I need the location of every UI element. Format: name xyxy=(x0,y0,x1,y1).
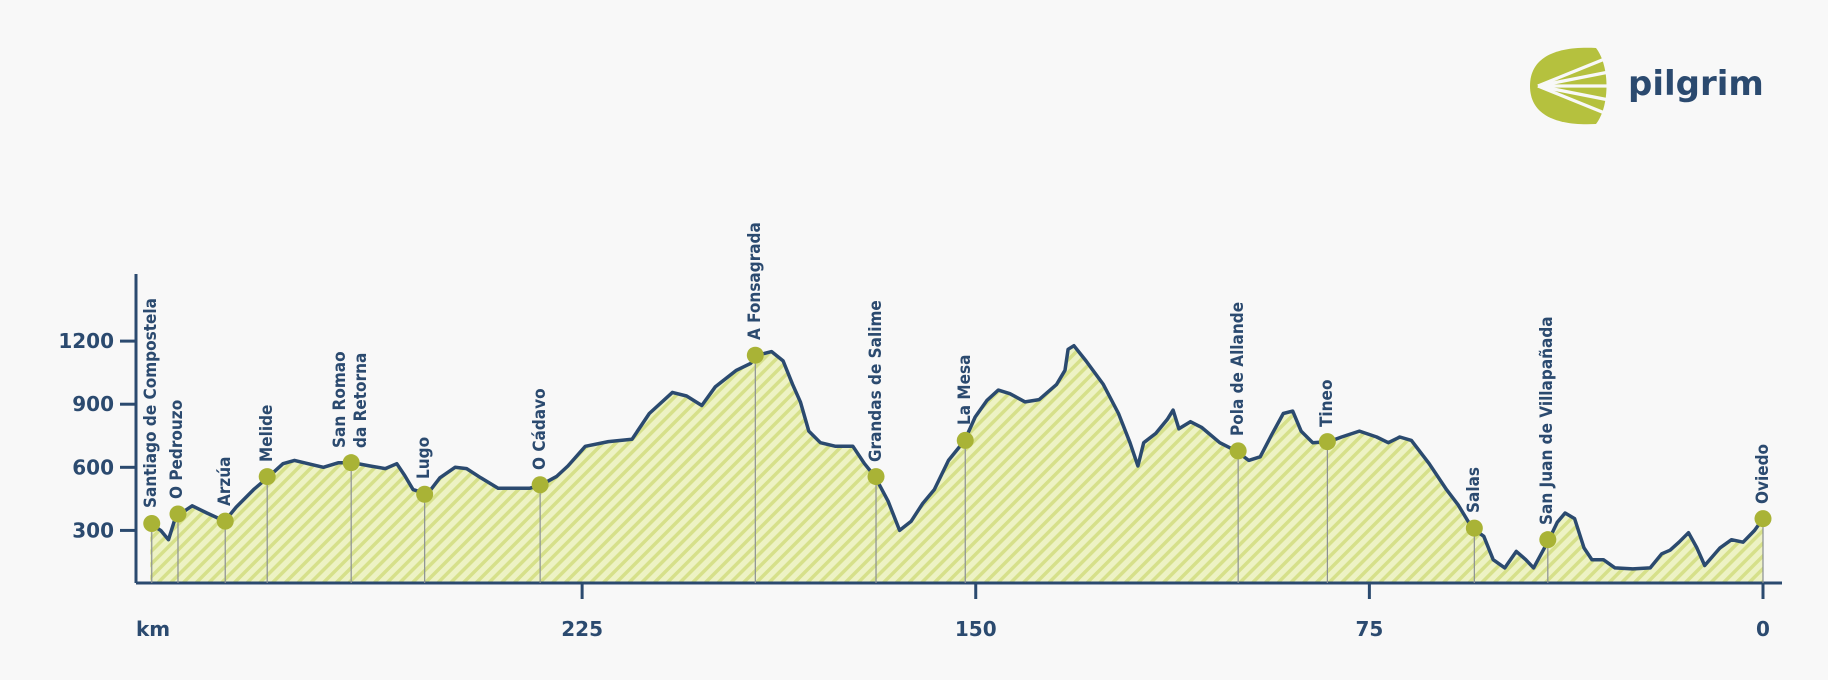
waypoint-marker xyxy=(746,346,764,364)
waypoint-label: Oviedo xyxy=(1752,443,1773,504)
x-tick-label: 150 xyxy=(955,617,997,641)
waypoint-marker xyxy=(1754,510,1772,528)
waypoint-marker xyxy=(258,468,276,486)
waypoint-marker xyxy=(1318,433,1336,451)
x-axis-label: km xyxy=(136,617,170,641)
waypoint-marker xyxy=(1229,442,1247,460)
waypoint-label: La Mesa xyxy=(954,354,975,426)
waypoint-label: San Romao da Retorna xyxy=(330,351,372,448)
waypoint-marker xyxy=(143,514,161,532)
waypoint-label: Arzúa xyxy=(214,456,235,507)
x-tick-label: 75 xyxy=(1355,617,1383,641)
x-tick-label: 225 xyxy=(561,617,603,641)
waypoint-label: A Fonsagrada xyxy=(744,222,765,341)
waypoint-marker xyxy=(342,454,360,472)
waypoint-marker xyxy=(956,431,974,449)
waypoint-label: San Juan de Villapañada xyxy=(1537,316,1558,525)
x-tick-label: 0 xyxy=(1756,617,1770,641)
waypoint-label: Pola de Allande xyxy=(1227,301,1248,436)
waypoint-marker xyxy=(531,476,549,494)
waypoint-label: O Pedrouzo xyxy=(167,399,188,499)
y-tick-label: 1200 xyxy=(58,329,114,353)
waypoint-label: Melide xyxy=(256,404,277,462)
waypoint-label: Santiago de Compostela xyxy=(141,298,162,509)
waypoint-label: Salas xyxy=(1463,467,1484,514)
waypoint-label: Tineo xyxy=(1316,379,1337,427)
waypoint-marker xyxy=(1465,519,1483,537)
logo: pilgrim xyxy=(1530,47,1764,125)
area-fill xyxy=(150,345,1764,583)
logo-text: pilgrim xyxy=(1628,64,1764,104)
waypoint-marker xyxy=(169,505,187,523)
waypoint-label: Lugo xyxy=(414,437,435,480)
waypoint-marker xyxy=(216,512,234,530)
y-tick-label: 300 xyxy=(72,518,114,542)
waypoint-marker xyxy=(1539,531,1557,549)
shell-icon xyxy=(1530,47,1615,125)
y-tick-label: 600 xyxy=(72,455,114,479)
waypoint-label: O Cádavo xyxy=(529,388,550,470)
waypoint-marker xyxy=(867,468,885,486)
waypoint-marker xyxy=(416,485,434,503)
y-tick-label: 900 xyxy=(72,392,114,416)
waypoint-label: Grandas de Salime xyxy=(865,299,886,462)
